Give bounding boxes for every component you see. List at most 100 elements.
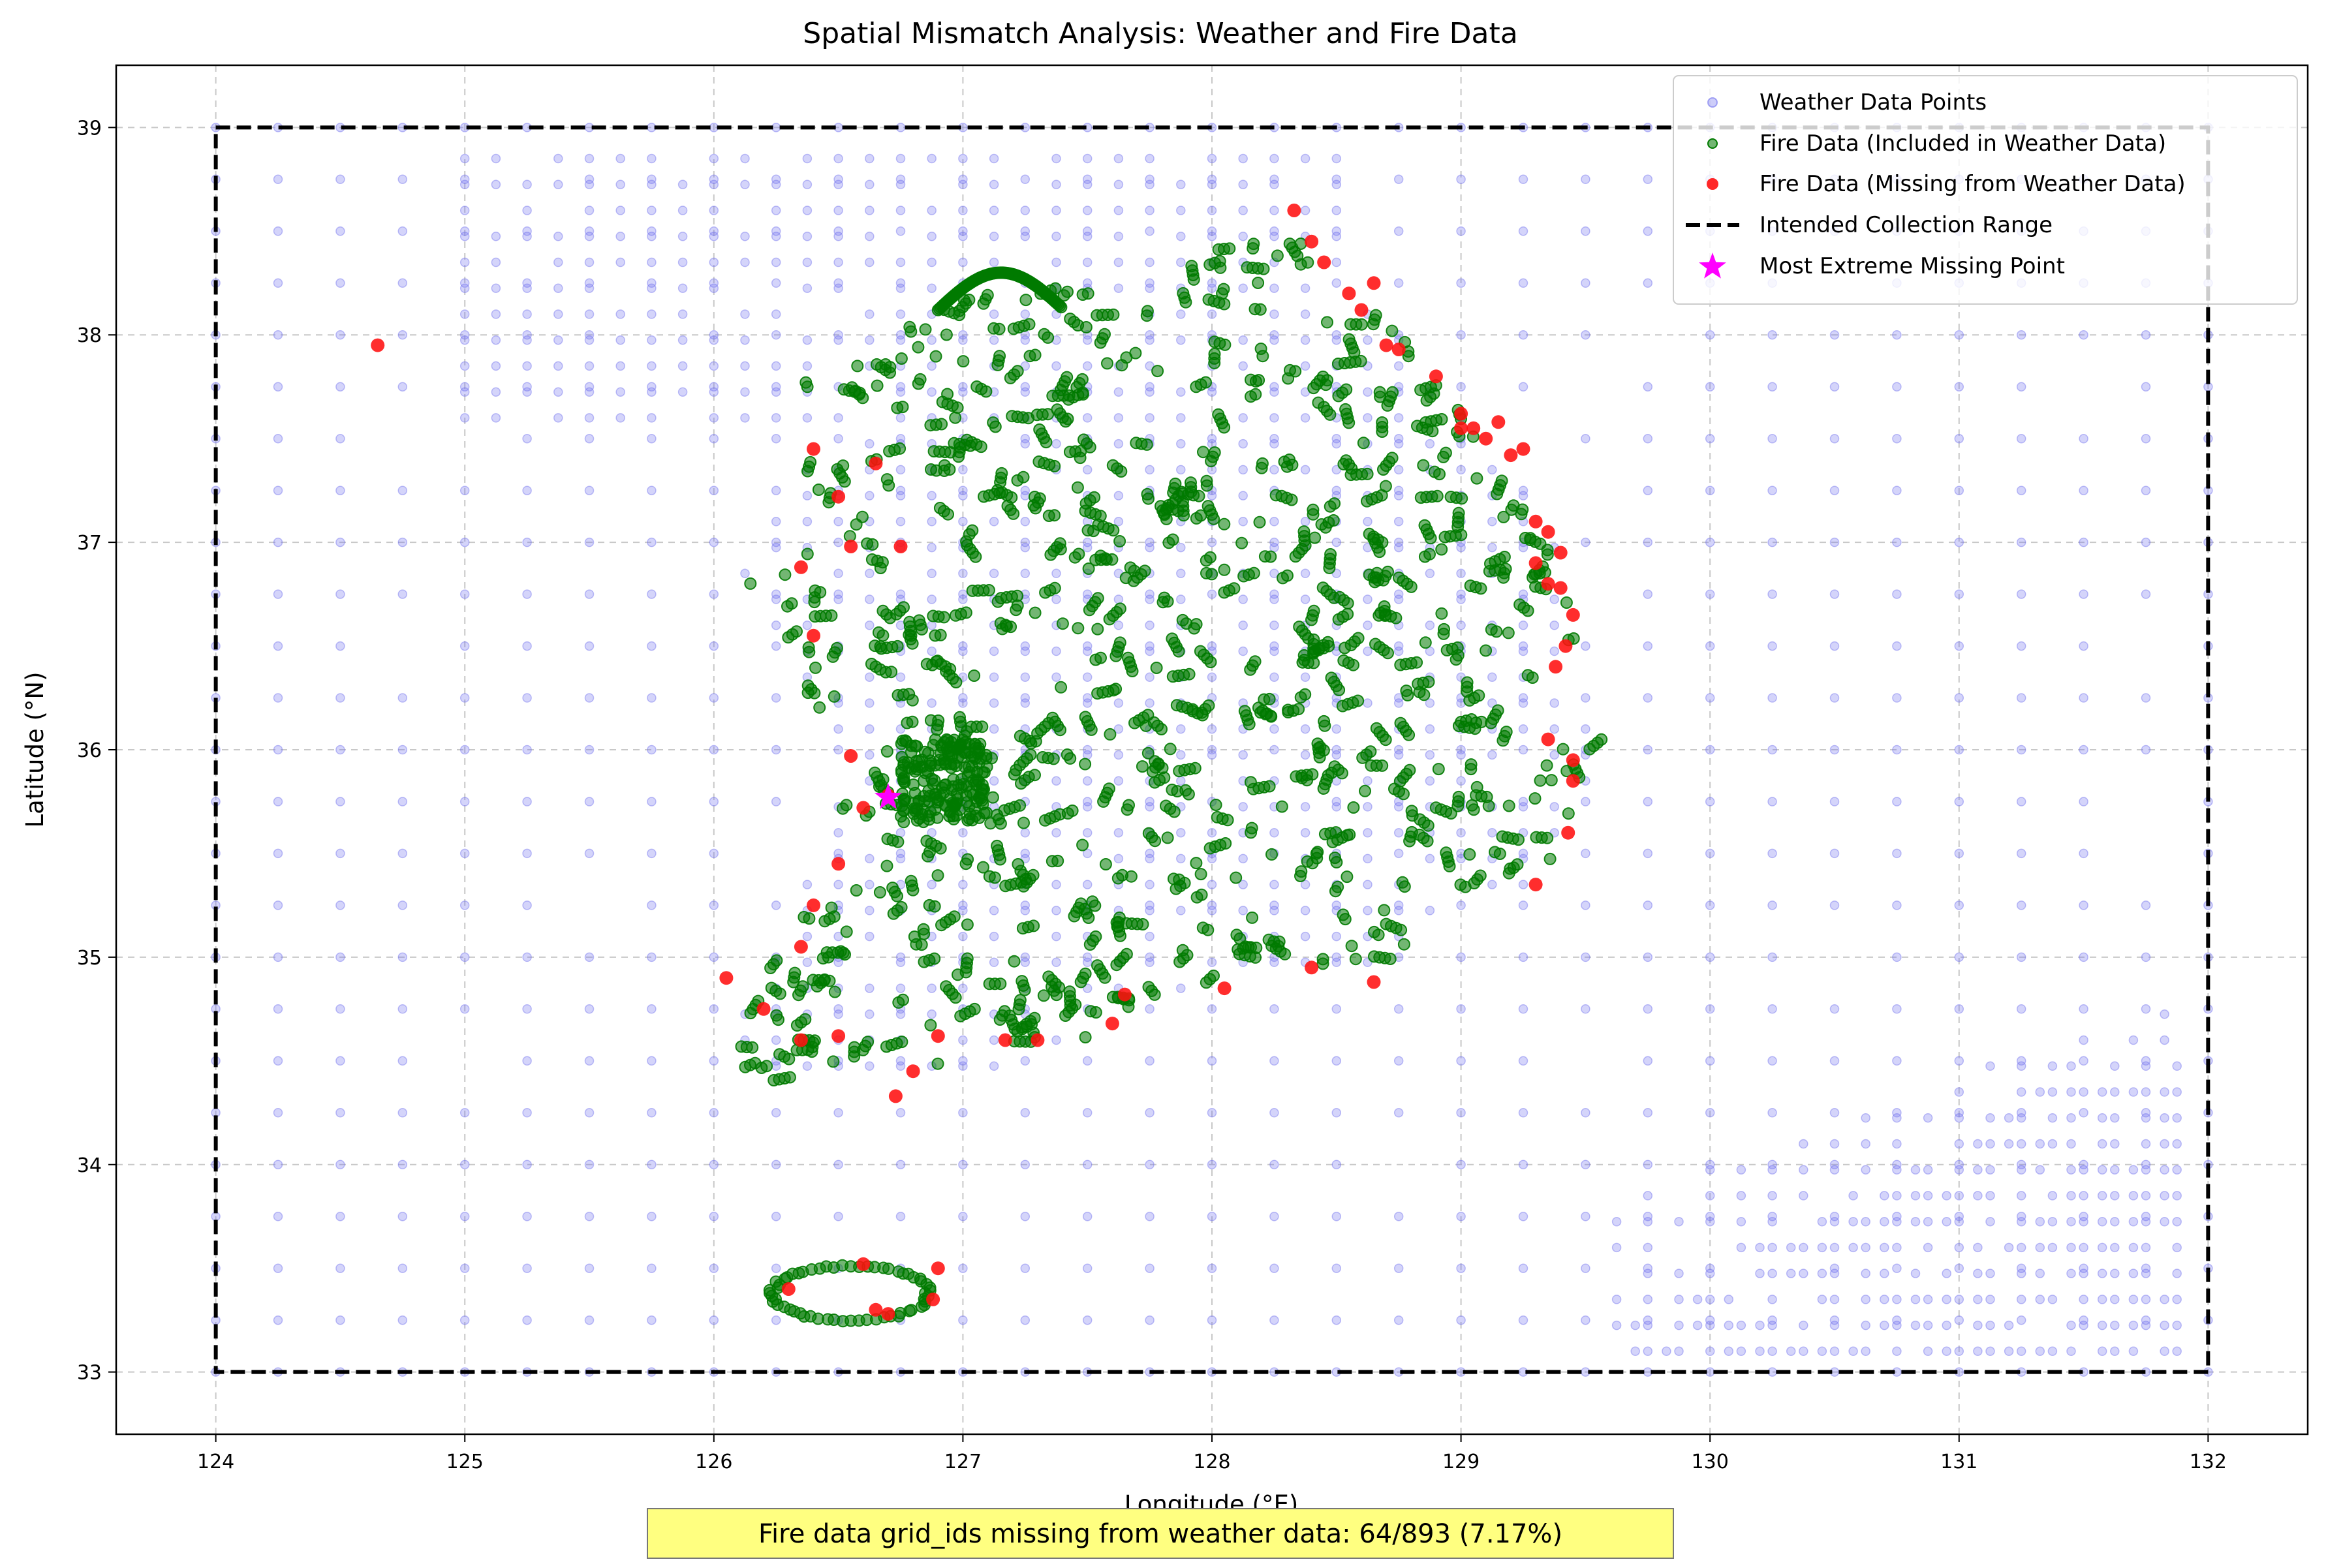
weather-point — [459, 641, 470, 651]
fire-included-point — [850, 884, 863, 897]
weather-point — [584, 179, 595, 190]
fire-missing-point — [1553, 546, 1568, 560]
weather-point — [459, 257, 470, 268]
weather-point — [584, 413, 595, 423]
weather-point — [2079, 1216, 2088, 1227]
weather-point — [771, 517, 781, 527]
weather-point — [1643, 641, 1653, 651]
weather-point — [522, 283, 532, 293]
weather-point — [1238, 750, 1248, 760]
weather-point — [1518, 491, 1528, 500]
fire-included-point — [885, 666, 898, 679]
weather-point — [1518, 698, 1528, 708]
fire-included-point — [1352, 694, 1365, 707]
weather-point — [740, 179, 750, 190]
weather-point — [1705, 330, 1715, 340]
weather-point — [584, 848, 595, 859]
weather-point — [1238, 491, 1248, 500]
fire-included-point — [920, 658, 933, 671]
weather-point — [1176, 594, 1186, 604]
fire-included-point — [1519, 532, 1532, 544]
fire-included-point — [814, 586, 827, 599]
weather-point — [1269, 283, 1279, 293]
fire-included-point — [1138, 564, 1151, 577]
weather-point — [958, 880, 968, 889]
weather-point — [895, 206, 906, 215]
weather-point — [1643, 1295, 1653, 1304]
weather-point — [1082, 1211, 1093, 1222]
weather-point — [2047, 1242, 2058, 1253]
weather-point — [1269, 335, 1279, 345]
fire-included-point — [919, 323, 932, 336]
weather-point — [1799, 1268, 1808, 1278]
weather-point — [1954, 330, 1964, 340]
fire-included-point — [1529, 580, 1542, 593]
weather-point — [1487, 827, 1497, 838]
fire-included-point — [1079, 711, 1092, 724]
weather-point — [2097, 1113, 2107, 1123]
weather-point — [1892, 1056, 1902, 1066]
weather-point — [771, 1315, 781, 1325]
weather-point — [522, 1108, 532, 1118]
weather-point — [709, 900, 719, 910]
fire-included-point — [1414, 491, 1427, 504]
weather-point — [1456, 1315, 1466, 1325]
weather-point — [2004, 1346, 2014, 1357]
weather-point — [647, 589, 657, 599]
weather-point — [2141, 1160, 2151, 1170]
weather-point — [1705, 1191, 1715, 1201]
fire-included-point — [1372, 609, 1386, 622]
weather-point — [2172, 1242, 2182, 1253]
weather-point — [273, 1160, 283, 1170]
weather-point — [771, 1211, 781, 1222]
weather-point — [1643, 1108, 1653, 1118]
weather-point — [397, 952, 408, 962]
fire-included-point — [991, 595, 1004, 608]
weather-point — [459, 537, 470, 547]
weather-point — [709, 361, 719, 371]
weather-point — [2079, 952, 2088, 962]
weather-point — [958, 231, 968, 241]
weather-point — [1269, 745, 1279, 755]
weather-point — [1393, 827, 1404, 838]
weather-point — [1829, 797, 1840, 807]
weather-point — [1861, 1346, 1870, 1357]
weather-point — [833, 880, 843, 889]
weather-point — [1674, 1346, 1684, 1357]
fire-included-point — [1071, 481, 1084, 494]
weather-point — [647, 1263, 657, 1273]
fire-missing-point — [1466, 421, 1481, 435]
fire-included-point — [1567, 632, 1580, 645]
weather-point — [1985, 1216, 1995, 1227]
weather-point — [771, 621, 781, 630]
weather-point — [647, 309, 657, 319]
fire-included-point — [1364, 745, 1377, 758]
weather-point — [273, 1004, 283, 1014]
fire-included-point — [1337, 457, 1350, 470]
weather-point — [397, 1315, 408, 1325]
weather-point — [709, 335, 719, 345]
weather-point — [459, 797, 470, 807]
weather-point — [771, 361, 781, 371]
fire-included-point — [1543, 852, 1557, 865]
fire-included-point — [1376, 759, 1389, 772]
fire-included-point — [1050, 989, 1063, 1002]
weather-point — [1113, 724, 1124, 734]
weather-point — [1269, 465, 1279, 475]
weather-point — [833, 330, 843, 340]
weather-point — [1207, 900, 1217, 910]
weather-point — [2141, 433, 2151, 444]
weather-point — [1767, 485, 1777, 495]
weather-point — [1331, 802, 1342, 812]
fire-included-point — [1451, 799, 1465, 812]
weather-point — [1581, 330, 1590, 340]
fire-included-point — [1472, 689, 1485, 702]
weather-point — [833, 278, 843, 288]
weather-point — [1051, 931, 1061, 942]
weather-point — [2035, 1165, 2045, 1175]
weather-point — [2035, 1346, 2045, 1357]
weather-point — [709, 641, 719, 651]
fire-included-point — [828, 985, 841, 998]
weather-point — [1892, 1191, 1902, 1201]
weather-point — [1300, 465, 1310, 475]
